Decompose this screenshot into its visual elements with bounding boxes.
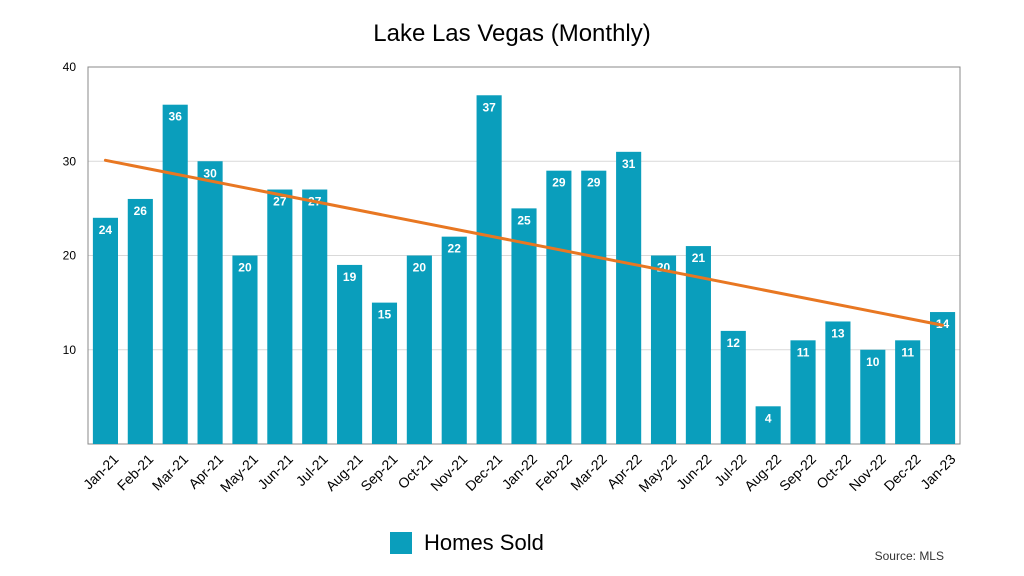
source-note: Source: MLS [874, 549, 944, 563]
legend-swatch [390, 532, 412, 554]
bar [162, 104, 188, 444]
x-tick-label: Jan-22 [499, 451, 541, 493]
bar-value-label: 15 [378, 308, 392, 322]
bar-value-label: 22 [448, 242, 462, 256]
x-tick-label: Aug-22 [741, 451, 784, 494]
bar-value-label: 30 [203, 166, 217, 180]
bar [616, 151, 642, 444]
x-tick-label: Nov-22 [846, 451, 889, 494]
bar [546, 170, 572, 445]
bar [267, 189, 293, 444]
x-tick-label: Jan-21 [80, 451, 122, 493]
bar-value-label: 26 [134, 204, 148, 218]
bar [197, 161, 223, 444]
y-tick-label: 30 [63, 154, 77, 168]
bar-value-label: 31 [622, 157, 636, 171]
bar-value-label: 20 [238, 261, 252, 275]
bar-value-label: 10 [866, 355, 880, 369]
bar [755, 406, 781, 444]
x-tick-label: Mar-22 [567, 451, 610, 494]
x-tick-label: Jan-23 [917, 451, 959, 493]
x-tick-label: Mar-21 [149, 451, 192, 494]
x-tick-label: Feb-22 [532, 451, 575, 494]
bar [92, 217, 118, 444]
legend: Homes Sold [390, 530, 544, 556]
bar-value-label: 27 [273, 195, 287, 209]
legend-label: Homes Sold [424, 530, 544, 555]
bar-value-label: 37 [482, 100, 496, 114]
x-tick-label: May-21 [217, 451, 261, 495]
bar [337, 264, 363, 444]
x-tick-label: Sep-22 [776, 451, 819, 494]
x-tick-label: Jun-22 [673, 451, 715, 493]
y-tick-label: 40 [63, 60, 77, 74]
bar-value-label: 20 [413, 261, 427, 275]
bar [930, 312, 956, 444]
bar [895, 340, 921, 444]
bar-value-label: 13 [831, 326, 845, 340]
bar [232, 255, 258, 444]
chart-title: Lake Las Vegas (Monthly) [373, 20, 651, 47]
bar-value-label: 21 [692, 251, 706, 265]
x-tick-label: Dec-22 [881, 451, 924, 494]
bar [825, 321, 851, 444]
bar [302, 189, 328, 444]
bar-value-label: 36 [169, 110, 183, 124]
bar-value-label: 12 [727, 336, 741, 350]
y-tick-label: 20 [63, 249, 77, 263]
bar-value-label: 25 [517, 213, 531, 227]
y-tick-label: 10 [63, 343, 77, 357]
x-tick-label: Dec-21 [462, 451, 505, 494]
bar [127, 198, 153, 444]
bar-value-label: 29 [587, 176, 601, 190]
bar [406, 255, 432, 444]
bar [581, 170, 607, 445]
bar [441, 236, 467, 444]
bar [650, 255, 677, 444]
bar [476, 95, 502, 445]
bar [790, 340, 816, 444]
bar-value-label: 11 [901, 345, 914, 359]
x-tick-label: Aug-21 [322, 451, 365, 494]
bar-value-label: 29 [552, 176, 566, 190]
x-tick-label: Feb-21 [114, 451, 157, 494]
bar-value-label: 24 [99, 223, 113, 237]
trendline [103, 158, 945, 327]
bar [860, 349, 886, 444]
x-tick-label: May-22 [635, 451, 679, 495]
bar-value-label: 11 [797, 345, 810, 359]
bar [371, 302, 398, 444]
x-tick-label: Nov-21 [427, 451, 470, 494]
bar-value-label: 4 [765, 411, 772, 425]
bar-value-label: 19 [343, 270, 357, 284]
x-tick-label: Sep-21 [357, 451, 400, 494]
bar [511, 208, 537, 444]
x-tick-label: Jun-21 [254, 451, 296, 493]
bar [720, 330, 746, 444]
